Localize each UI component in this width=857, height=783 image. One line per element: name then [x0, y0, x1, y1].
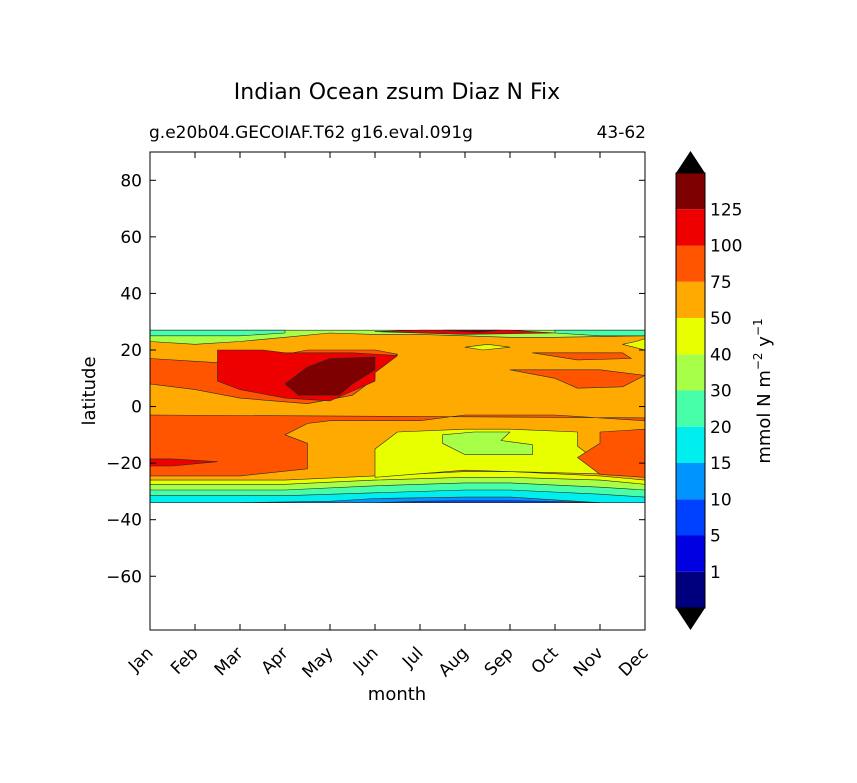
x-tick-label: Dec — [615, 643, 652, 680]
x-tick-label: Feb — [167, 643, 202, 678]
colorbar-segment — [676, 535, 705, 572]
chart-subtitle-right: 43-62 — [597, 123, 646, 143]
colorbar-segment — [676, 499, 705, 536]
y-tick-labels: 80 60 40 20 0 −20 −40 −60 — [106, 171, 142, 587]
y-tick-label: −40 — [106, 511, 142, 531]
colorbar-tick-label: 10 — [710, 490, 732, 510]
colorbar-tick-label: 20 — [710, 418, 732, 438]
colorbar-label-exp1: −2 — [751, 352, 765, 370]
y-tick-label: −20 — [106, 454, 142, 474]
y-tick-label: 20 — [120, 341, 142, 361]
colorbar-label: mmol N m−2 y−1 — [751, 318, 775, 463]
colorbar-segment — [676, 281, 705, 318]
y-tick-label: 60 — [120, 228, 142, 248]
colorbar-frame — [675, 172, 706, 609]
plot-area — [149, 151, 646, 631]
contour-band-east-streak-75 — [532, 352, 632, 361]
contour-band-east-mid-75 — [509, 369, 645, 389]
x-tick-label: May — [299, 643, 338, 682]
contour-band-south-30 — [442, 431, 533, 455]
contour-band-north-40 — [464, 344, 511, 351]
chart-title: Indian Ocean zsum Diaz N Fix — [234, 80, 560, 105]
colorbar-tick-label: 75 — [710, 273, 732, 293]
colorbar-tick-label: 5 — [710, 527, 721, 547]
colorbar-segment — [676, 390, 705, 427]
x-tick-label: Oct — [528, 643, 563, 678]
colorbar-segment — [676, 173, 705, 210]
contour-band-south-100 — [150, 458, 218, 467]
colorbar-tick-label: 100 — [710, 237, 742, 257]
chart-subtitle-left: g.e20b04.GECOIAF.T62 g16.eval.091g — [149, 123, 473, 143]
colorbar — [675, 151, 706, 630]
colorbar-tick-label: 125 — [710, 200, 742, 220]
x-tick-label: Nov — [570, 643, 608, 681]
colorbar-tick-label: 50 — [710, 309, 732, 329]
colorbar-extend-min — [676, 608, 705, 630]
contour-band-north-125 — [284, 356, 376, 396]
colorbar-segment — [676, 571, 705, 608]
x-tick-label: Jul — [398, 643, 427, 672]
contour-band-top-100 — [374, 329, 556, 335]
colorbar-segment — [676, 245, 705, 282]
y-tick-label: 0 — [131, 398, 142, 418]
colorbar-segment — [676, 318, 705, 355]
y-tick-label: 40 — [120, 284, 142, 304]
colorbar-tick-label: 15 — [710, 454, 732, 474]
colorbar-extend-max — [676, 151, 705, 173]
colorbar-label-prefix: mmol N m — [754, 370, 775, 464]
x-tick-label: Sep — [481, 643, 518, 680]
colorbar-tick-label: 30 — [710, 382, 732, 402]
plot-frame — [149, 151, 646, 631]
x-tick-label: Aug — [435, 643, 473, 681]
x-tick-label: Apr — [258, 643, 293, 678]
y-axis-label: latitude — [79, 356, 100, 425]
contour-band-north-20 — [150, 329, 286, 337]
x-tick-label: Jun — [349, 643, 383, 677]
y-tick-label: 80 — [120, 171, 142, 191]
colorbar-segment — [676, 463, 705, 500]
x-tick-label: Jan — [124, 643, 157, 676]
x-tick-labels: Jan Feb Mar Apr May Jun Jul Aug Sep Oct Nov Dec — [124, 643, 652, 682]
contour-band-north-20-east — [554, 329, 645, 337]
colorbar-segment — [676, 426, 705, 463]
x-axis-label: month — [368, 684, 426, 705]
colorbar-segment — [676, 354, 705, 391]
contour-band-east-75 — [577, 428, 645, 478]
contour-band-top-125 — [442, 329, 502, 333]
contour-field — [150, 329, 645, 503]
colorbar-label-mid: y — [754, 336, 775, 353]
contour-band-north-east-40 — [622, 338, 645, 351]
colorbar-tick-label: 1 — [710, 563, 721, 583]
contour-band-south-2 — [374, 500, 601, 503]
x-tick-label: Mar — [211, 643, 248, 680]
y-tick-label: −60 — [106, 567, 142, 587]
colorbar-label-exp2: −1 — [751, 318, 765, 336]
contour-band-south-75 — [150, 414, 645, 477]
colorbar-segment — [676, 209, 705, 246]
colorbar-tick-label: 40 — [710, 345, 732, 365]
